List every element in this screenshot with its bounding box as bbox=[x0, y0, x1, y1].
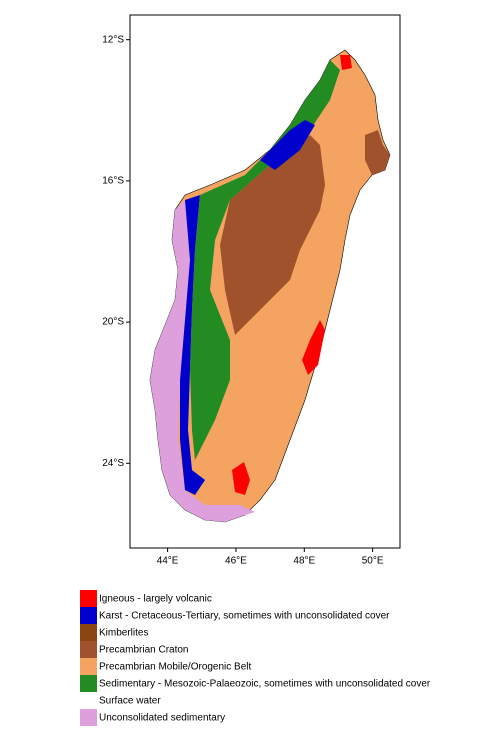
legend-swatch bbox=[80, 607, 97, 624]
x-tick-label: 50°E bbox=[362, 556, 384, 567]
y-tick-label: 16°S bbox=[102, 176, 124, 187]
x-tick-label: 46°E bbox=[225, 556, 247, 567]
x-tick-label: 48°E bbox=[293, 556, 315, 567]
plot-frame bbox=[129, 14, 401, 549]
legend-swatch bbox=[80, 590, 97, 607]
island bbox=[149, 49, 391, 523]
legend-swatch bbox=[80, 692, 97, 709]
y-tick-label: 12°S bbox=[102, 34, 124, 45]
karst-north bbox=[260, 120, 315, 170]
craton bbox=[220, 135, 325, 335]
volcanic-east bbox=[302, 320, 325, 375]
legend-label: Kimberlites bbox=[99, 628, 148, 639]
unconsolidated-west bbox=[150, 200, 255, 522]
craton-east bbox=[365, 130, 390, 175]
legend-swatch bbox=[80, 641, 97, 658]
sedimentary bbox=[190, 60, 340, 460]
y-tick-label: 20°S bbox=[102, 317, 124, 328]
legend-label: Sedimentary - Mesozoic-Palaeozoic, somet… bbox=[99, 679, 431, 690]
y-tick-label: 24°S bbox=[102, 458, 124, 469]
legend-label: Igneous - largely volcanic bbox=[99, 594, 212, 605]
legend-label: Surface water bbox=[99, 696, 161, 707]
legend-swatch bbox=[80, 658, 97, 675]
legend-swatch bbox=[80, 624, 97, 641]
x-tick-label: 44°E bbox=[157, 556, 179, 567]
volcanic-north bbox=[340, 55, 352, 70]
volcanic-south bbox=[232, 462, 250, 495]
karst-west bbox=[180, 195, 205, 495]
legend-label: Karst - Cretaceous-Tertiary, sometimes w… bbox=[99, 611, 390, 622]
legend-label: Unconsolidated sedimentary bbox=[99, 713, 225, 724]
legend-swatch bbox=[80, 675, 97, 692]
legend-swatch bbox=[80, 709, 97, 726]
legend-label: Precambrian Craton bbox=[99, 645, 188, 656]
legend-label: Precambrian Mobile/Orogenic Belt bbox=[99, 662, 252, 673]
